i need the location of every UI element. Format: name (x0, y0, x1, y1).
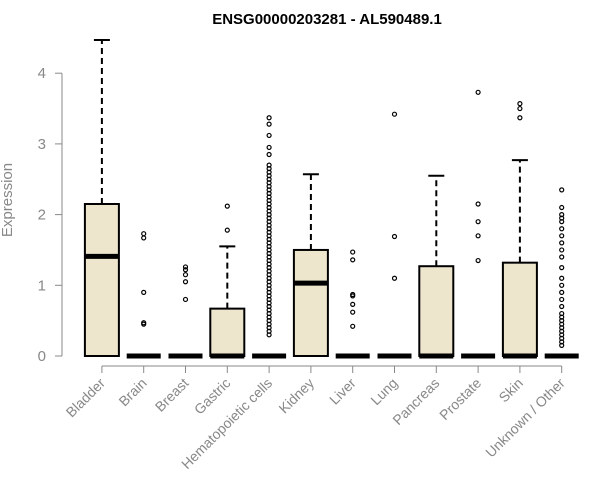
outlier-point (266, 151, 272, 158)
outlier-point (266, 162, 272, 168)
outlier-point (350, 249, 356, 255)
y-tick-label: 1 (38, 277, 46, 294)
outlier-point (559, 310, 565, 317)
outlier-point (266, 121, 272, 127)
box-group (252, 115, 287, 359)
outlier-point (559, 233, 565, 239)
outlier-point (182, 296, 189, 303)
y-tick-label: 4 (38, 65, 46, 82)
box-group (126, 231, 161, 359)
outlier-point (350, 291, 356, 298)
outlier-point (182, 279, 189, 285)
outlier-point (559, 204, 565, 211)
outlier-point (517, 105, 523, 112)
outlier-point (559, 226, 565, 232)
outlier-point (559, 212, 565, 218)
outlier-point (350, 301, 356, 307)
outlier-point (391, 275, 398, 281)
x-tick-label: Breast (152, 375, 192, 415)
y-tick-label: 0 (38, 348, 46, 365)
outlier-point (266, 132, 272, 139)
y-axis-label: Expression (0, 163, 16, 237)
outlier-point (559, 303, 565, 310)
outlier-point (475, 89, 481, 95)
x-tick-label: Skin (495, 375, 526, 406)
chart-title: ENSG00000203281 - AL590489.1 (212, 11, 442, 28)
outlier-point (559, 265, 565, 271)
outlier-point (475, 257, 481, 264)
box-group (461, 89, 496, 359)
box-body (418, 265, 455, 357)
box-group (418, 174, 455, 359)
outlier-point (182, 267, 189, 273)
outlier-point (350, 323, 356, 329)
outlier-point (559, 296, 565, 303)
outlier-point (141, 235, 147, 241)
outlier-point (517, 101, 523, 107)
outlier-point (141, 320, 147, 326)
outlier-point (350, 309, 356, 315)
y-axis: 0 1 2 3 4 (38, 65, 63, 365)
outlier-point (559, 254, 565, 260)
outlier-point (559, 275, 565, 281)
outlier-point (266, 144, 272, 151)
outlier-point (475, 219, 481, 225)
box-group (209, 203, 246, 359)
x-tick-label: Unknown / Other (482, 375, 568, 461)
box-group (83, 38, 120, 357)
x-tick-label: Brain (115, 375, 149, 409)
y-tick-label: 2 (38, 207, 46, 224)
x-tick-label: Lung (367, 375, 400, 408)
box-body (501, 261, 538, 357)
outlier-point (517, 115, 523, 121)
box-body (209, 307, 246, 358)
box-group (168, 264, 203, 359)
outlier-point (391, 111, 398, 117)
outlier-point (224, 227, 230, 233)
outlier-point (559, 289, 565, 295)
x-tick-label: Bladder (63, 375, 109, 421)
box-group (377, 111, 412, 359)
box-group (544, 187, 579, 359)
outlier-point (559, 187, 565, 193)
outlier-point (475, 201, 481, 207)
box-series (83, 38, 579, 359)
outlier-point (182, 272, 189, 278)
outlier-point (350, 257, 356, 263)
x-tick-label: Kidney (275, 375, 317, 417)
outlier-point (141, 289, 147, 295)
outlier-point (224, 203, 230, 209)
x-tick-label: Prostate (436, 375, 484, 423)
outlier-point (391, 233, 398, 240)
outlier-point (559, 282, 565, 288)
outlier-point (141, 231, 147, 237)
box-body (292, 248, 329, 357)
outlier-point (475, 233, 481, 239)
y-tick-label: 3 (38, 136, 46, 153)
outlier-point (182, 264, 189, 270)
box-group (335, 249, 370, 359)
x-tick-label: Liver (326, 375, 359, 408)
box-group (292, 173, 329, 357)
box-body (83, 202, 120, 357)
outlier-point (266, 115, 272, 121)
outlier-point (559, 240, 565, 246)
outlier-point (559, 247, 565, 253)
box-group (501, 101, 538, 359)
